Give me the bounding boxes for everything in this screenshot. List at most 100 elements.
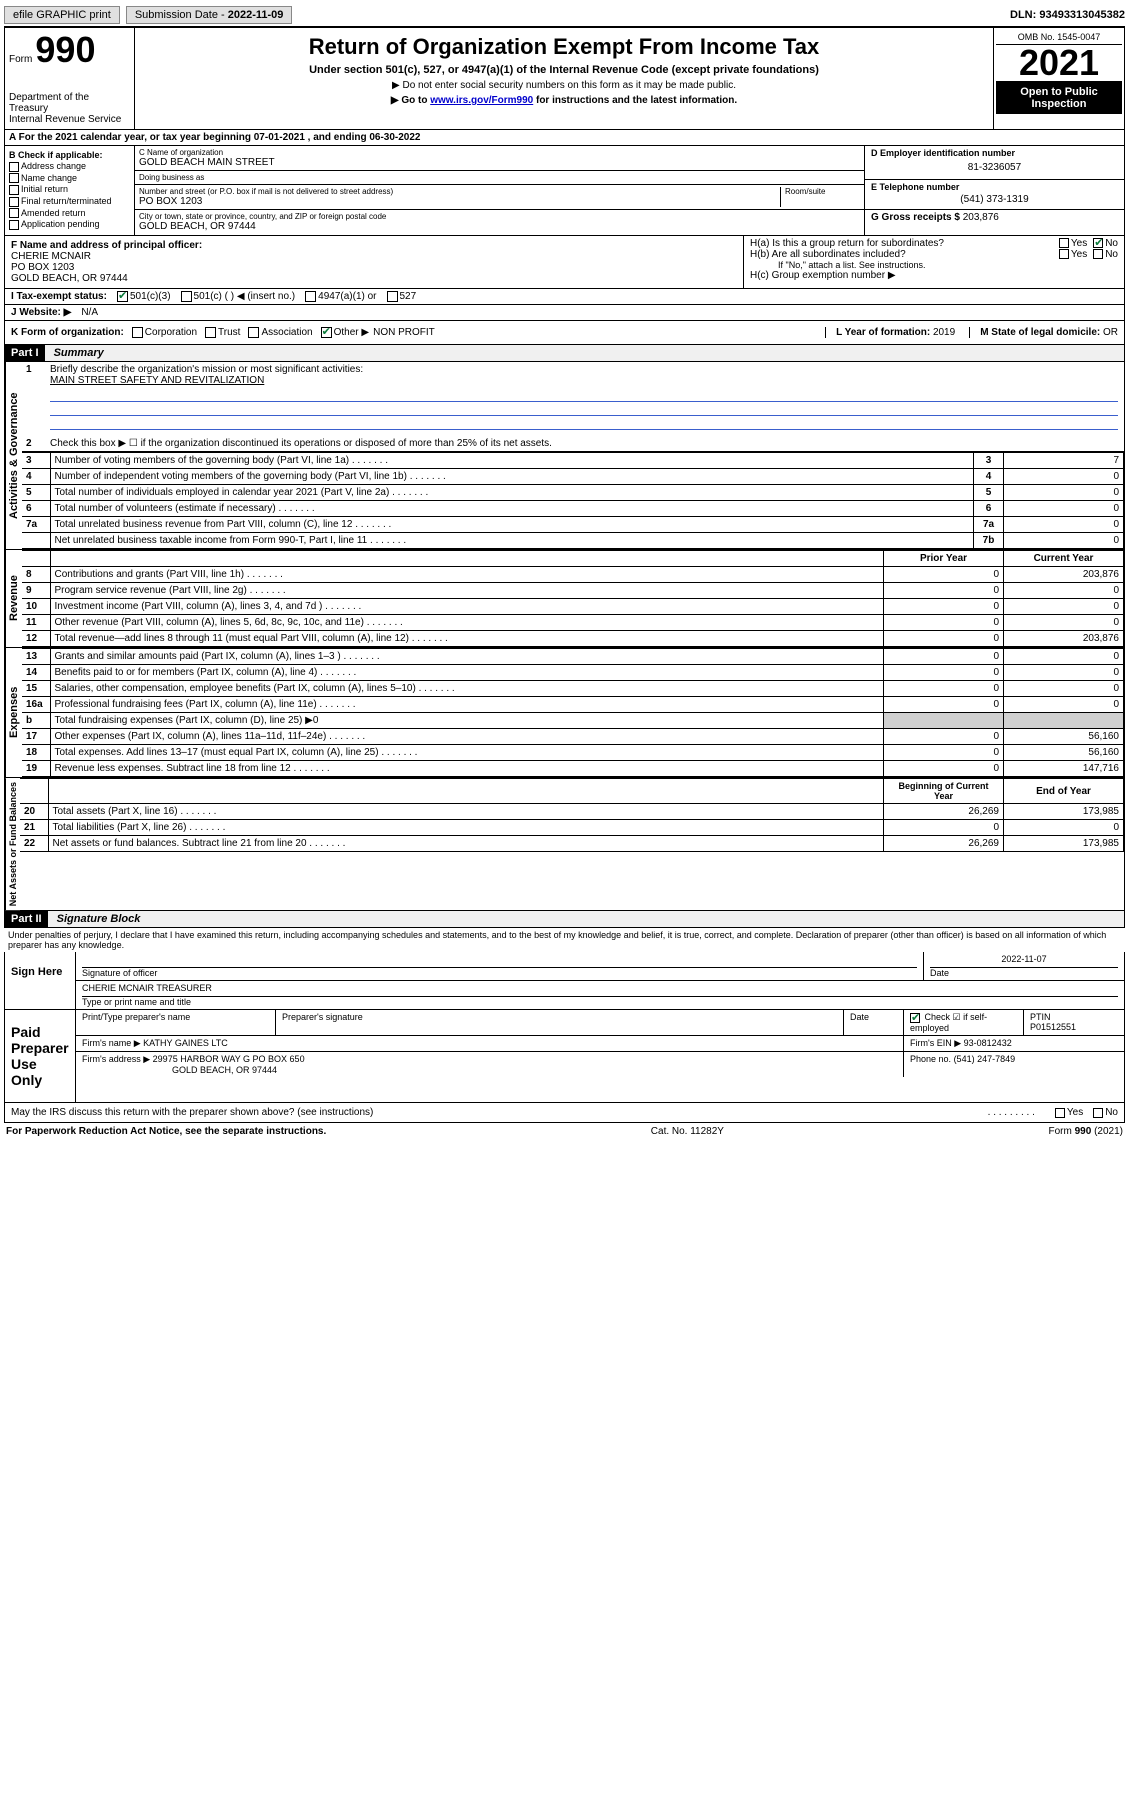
- i-527[interactable]: 527: [387, 291, 417, 302]
- sig-name: CHERIE MCNAIR TREASURER: [82, 983, 1118, 997]
- check-final-return[interactable]: Final return/terminated: [9, 196, 130, 207]
- table-row: 12Total revenue—add lines 8 through 11 (…: [22, 631, 1124, 647]
- self-emp-label: Check ☑ if self-employed: [910, 1012, 987, 1033]
- period-label-a: A For the 2021 calendar year, or tax yea…: [9, 132, 254, 143]
- check-name-change[interactable]: Name change: [9, 173, 130, 184]
- table-row: 8Contributions and grants (Part VIII, li…: [22, 567, 1124, 583]
- discuss-no[interactable]: No: [1093, 1107, 1118, 1118]
- h-a-label: H(a) Is this a group return for subordin…: [750, 238, 1059, 249]
- opt-final: Final return/terminated: [21, 196, 112, 206]
- col-current: Current Year: [1004, 551, 1124, 567]
- section-b: B Check if applicable: Address change Na…: [5, 146, 135, 235]
- check-initial-return[interactable]: Initial return: [9, 184, 130, 195]
- sig-name-label: Type or print name and title: [82, 997, 191, 1007]
- check-amended[interactable]: Amended return: [9, 208, 130, 219]
- top-bar: efile GRAPHIC print Submission Date - 20…: [4, 4, 1125, 27]
- section-fh: F Name and address of principal officer:…: [4, 236, 1125, 289]
- governance-section: Activities & Governance 1 Briefly descri…: [4, 362, 1125, 549]
- table-row: 20Total assets (Part X, line 16) . . . .…: [20, 804, 1124, 820]
- table-row: 19Revenue less expenses. Subtract line 1…: [22, 761, 1124, 777]
- check-address-change[interactable]: Address change: [9, 161, 130, 172]
- i-label: I Tax-exempt status:: [11, 291, 107, 302]
- table-row: 5Total number of individuals employed in…: [22, 485, 1124, 501]
- i-501c3[interactable]: 501(c)(3): [117, 291, 171, 302]
- sig-date: 2022-11-07: [930, 954, 1118, 968]
- ein-value: 81-3236057: [871, 158, 1118, 177]
- discuss-yes[interactable]: Yes: [1055, 1107, 1083, 1118]
- yes-label2: Yes: [1071, 249, 1087, 260]
- k-assoc[interactable]: Association: [248, 327, 312, 338]
- table-row: 14Benefits paid to or for members (Part …: [22, 665, 1124, 681]
- l-label: L Year of formation:: [836, 327, 930, 338]
- open-inspection: Open to Public Inspection: [996, 82, 1122, 114]
- expenses-table: 13Grants and similar amounts paid (Part …: [22, 648, 1124, 777]
- dln-label: DLN:: [1010, 9, 1039, 21]
- dba-label: Doing business as: [139, 173, 860, 182]
- efile-print-button[interactable]: efile GRAPHIC print: [4, 6, 120, 24]
- table-row: 3Number of voting members of the governi…: [22, 453, 1124, 469]
- check-pending[interactable]: Application pending: [9, 219, 130, 230]
- irs-link[interactable]: www.irs.gov/Form990: [430, 95, 533, 106]
- j-value: N/A: [81, 307, 98, 318]
- submission-date-button[interactable]: Submission Date - 2022-11-09: [126, 6, 293, 24]
- form-subtitle-1: Under section 501(c), 527, or 4947(a)(1)…: [139, 64, 989, 76]
- room-label: Room/suite: [785, 187, 860, 196]
- col-end: End of Year: [1004, 779, 1124, 804]
- h-b-label: H(b) Are all subordinates included?: [750, 249, 1059, 260]
- section-c: C Name of organization GOLD BEACH MAIN S…: [135, 146, 864, 235]
- period-mid: , and ending: [308, 132, 370, 143]
- dln-value: 93493313045382: [1039, 9, 1125, 21]
- i-4947[interactable]: 4947(a)(1) or: [305, 291, 376, 302]
- h-b-no[interactable]: No: [1093, 249, 1118, 260]
- sig-officer-label: Signature of officer: [82, 968, 157, 978]
- i-501c[interactable]: 501(c) ( ) ◀ (insert no.): [181, 291, 296, 302]
- table-row: 11Other revenue (Part VIII, column (A), …: [22, 615, 1124, 631]
- h-a-no[interactable]: No: [1093, 238, 1118, 249]
- ein-label: D Employer identification number: [871, 148, 1118, 158]
- governance-table: 3Number of voting members of the governi…: [22, 452, 1124, 549]
- paid-label: Paid Preparer Use Only: [5, 1010, 75, 1102]
- form-header: Form 990 Department of the Treasury Inte…: [4, 27, 1125, 130]
- no-label: No: [1105, 238, 1118, 249]
- gross-label: G Gross receipts $: [871, 212, 960, 223]
- sign-here-label: Sign Here: [5, 952, 75, 1009]
- form-subtitle-3: ▶ Go to www.irs.gov/Form990 for instruct…: [139, 95, 989, 106]
- h-b-yes[interactable]: Yes: [1059, 249, 1087, 260]
- sign-here-block: Sign Here Signature of officer 2022-11-0…: [4, 952, 1125, 1010]
- period-start: 07-01-2021: [254, 132, 305, 143]
- mission-value: MAIN STREET SAFETY AND REVITALIZATION: [50, 375, 264, 386]
- part2-bar: Part II Signature Block: [4, 911, 1125, 928]
- table-row: 18Total expenses. Add lines 13–17 (must …: [22, 745, 1124, 761]
- sidelabel-governance: Activities & Governance: [5, 362, 22, 549]
- revenue-section: Revenue Prior YearCurrent Year 8Contribu…: [4, 549, 1125, 647]
- netassets-section: Net Assets or Fund Balances Beginning of…: [4, 777, 1125, 911]
- col-begin: Beginning of Current Year: [884, 779, 1004, 804]
- part1-bar: Part I Summary: [4, 345, 1125, 362]
- dln: DLN: 93493313045382: [1010, 9, 1125, 21]
- firm-addr1: 29975 HARBOR WAY G PO BOX 650: [153, 1054, 305, 1064]
- tax-year: 2021: [996, 45, 1122, 82]
- section-klm: K Form of organization: Corporation Trus…: [4, 321, 1125, 345]
- submission-date-value: 2022-11-09: [228, 9, 284, 21]
- table-row: 10Investment income (Part VIII, column (…: [22, 599, 1124, 615]
- h-a-yes[interactable]: Yes: [1059, 238, 1087, 249]
- sub3-pre: ▶ Go to: [391, 95, 430, 106]
- self-emp-check[interactable]: [910, 1013, 920, 1023]
- yes-label: Yes: [1071, 238, 1087, 249]
- col-prior: Prior Year: [884, 551, 1004, 567]
- discuss-yes-label: Yes: [1067, 1107, 1083, 1118]
- addr-value: PO BOX 1203: [139, 196, 780, 207]
- period-end: 06-30-2022: [369, 132, 420, 143]
- section-i: I Tax-exempt status: 501(c)(3) 501(c) ( …: [4, 289, 1125, 305]
- section-j: J Website: ▶ N/A: [4, 305, 1125, 321]
- form-title: Return of Organization Exempt From Incom…: [139, 34, 989, 60]
- m-value: OR: [1103, 327, 1118, 338]
- table-row: 21Total liabilities (Part X, line 26) . …: [20, 820, 1124, 836]
- phone-label: E Telephone number: [871, 182, 1118, 192]
- revenue-table: Prior YearCurrent Year 8Contributions an…: [22, 550, 1124, 647]
- k-trust[interactable]: Trust: [205, 327, 240, 338]
- period-row: A For the 2021 calendar year, or tax yea…: [4, 130, 1125, 146]
- section-deg: D Employer identification number 81-3236…: [864, 146, 1124, 235]
- k-corp[interactable]: Corporation: [132, 327, 197, 338]
- k-other[interactable]: Other ▶: [321, 327, 369, 338]
